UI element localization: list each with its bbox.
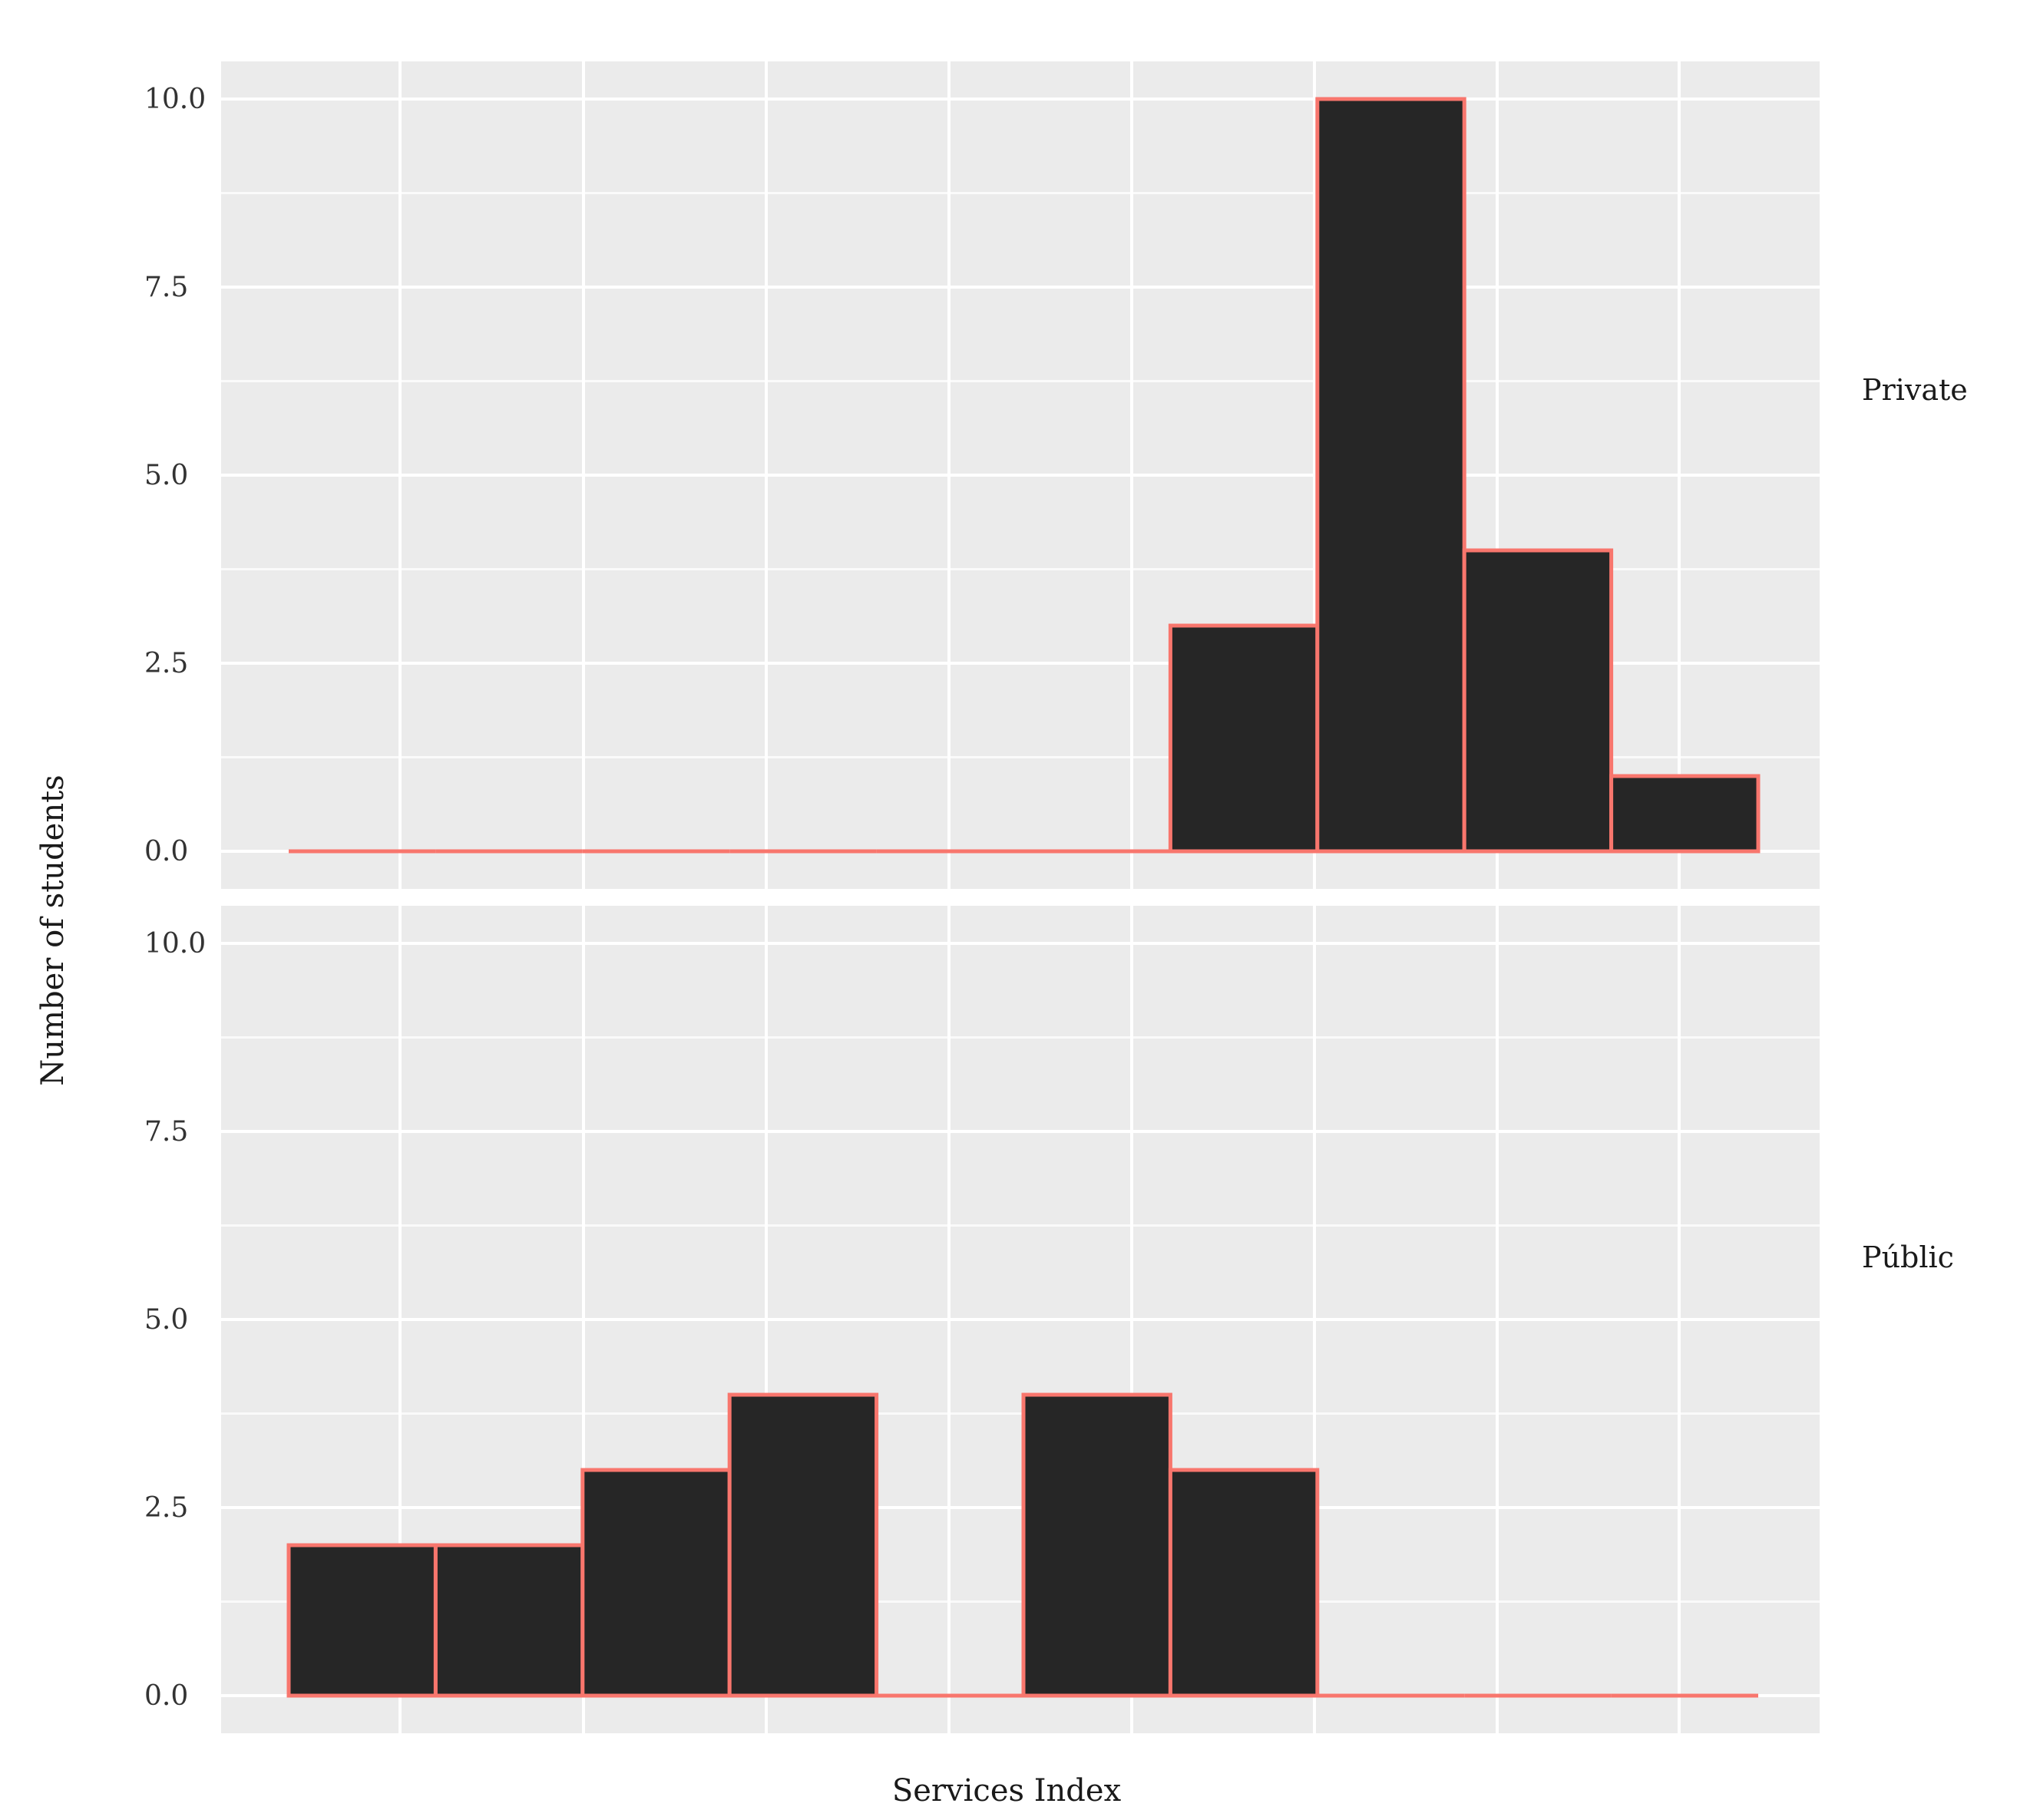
histogram-bar	[727, 1392, 879, 1698]
histogram-bar	[433, 1543, 585, 1698]
y-tick-label: 0.0	[144, 1680, 188, 1712]
facet-panel-2: 0.0 2.5 5.0 7.5 10.0 Públic	[144, 906, 1954, 1733]
histogram-bar	[1462, 548, 1614, 854]
y-tick-label: 10.0	[144, 928, 206, 960]
y-tick-label: 2.5	[144, 1492, 188, 1524]
y-tick-label: 7.5	[144, 1116, 188, 1148]
histogram-bar	[1168, 1468, 1320, 1698]
y-tick-label: 10.0	[144, 84, 206, 115]
histogram-bar	[1315, 97, 1466, 854]
y-tick-label: 0.0	[144, 836, 188, 867]
facet-panel-1: 0.0 2.5 5.0 7.5 10.0 Private	[144, 61, 1968, 889]
histogram-bar	[1609, 774, 1761, 854]
y-tick-label: 5.0	[144, 460, 188, 491]
facet-label: Públic	[1862, 1240, 1954, 1274]
histogram-bar	[580, 1468, 732, 1698]
y-tick-label: 7.5	[144, 272, 188, 303]
facet-panels: 0.0 2.5 5.0 7.5 10.0 Private 0.0 2.5 5.0 7.5 10.0 P…	[144, 61, 1968, 1733]
y-axis-title: Number of students	[35, 775, 71, 1085]
histogram-bar	[286, 1543, 438, 1698]
histogram-bar	[1168, 623, 1320, 854]
x-axis-title: Services Index	[892, 1773, 1122, 1808]
facet-label: Private	[1862, 373, 1968, 407]
y-tick-label: 5.0	[144, 1304, 188, 1336]
histogram-bar	[1021, 1392, 1172, 1698]
y-tick-label: 2.5	[144, 648, 188, 679]
